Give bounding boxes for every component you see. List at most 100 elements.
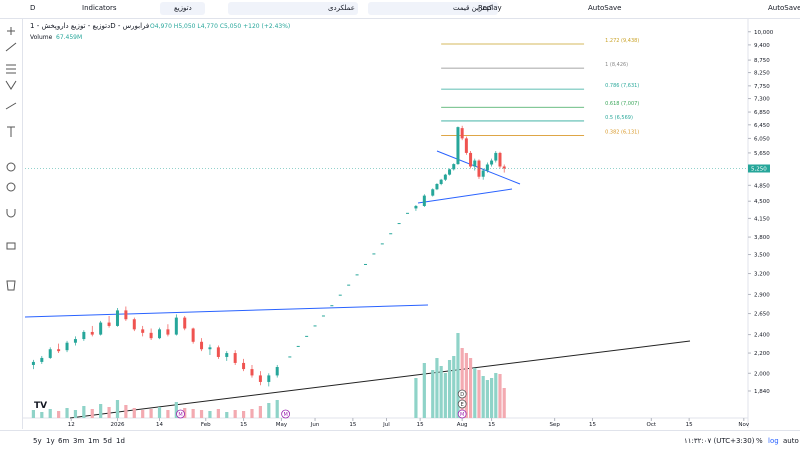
icon[interactable]: [7, 27, 15, 35]
x-tick-label: Jul: [382, 422, 390, 428]
range[interactable]: 1d: [116, 437, 125, 445]
x-tick-label: 15: [417, 422, 424, 428]
candle-body: [158, 329, 162, 339]
candle-body: [216, 347, 220, 357]
y-tick-label: 2,000: [754, 371, 770, 377]
candle-body: [485, 164, 489, 171]
search-text: دتوزیع: [174, 4, 192, 12]
log-toggle[interactable]: log: [768, 437, 779, 445]
volume-bar: [502, 388, 506, 418]
tab-text: کمترین قیمت: [453, 4, 493, 12]
volume-bar: [225, 412, 229, 418]
candle-body: [473, 160, 477, 167]
volume-bar: [481, 376, 485, 418]
volume-bar: [149, 409, 153, 418]
auto-toggle[interactable]: auto: [783, 437, 799, 445]
x-tick-label: Sep: [549, 422, 560, 428]
icon[interactable]: [5, 42, 17, 52]
icon[interactable]: [6, 182, 16, 192]
y-tick-label: 1,840: [754, 389, 770, 395]
x-tick-label: Feb: [201, 422, 211, 428]
triangle-line[interactable]: [417, 188, 513, 204]
x-tick-label: Aug: [457, 422, 468, 428]
icon[interactable]: [6, 64, 16, 74]
volume-bar: [443, 373, 447, 418]
volume-bar: [489, 378, 494, 418]
icon[interactable]: [6, 242, 16, 250]
y-tick-label: 3,500: [754, 253, 770, 259]
event-marker: [457, 389, 467, 399]
candle-body: [174, 317, 178, 335]
tab[interactable]: عملکردی: [228, 2, 358, 15]
icon[interactable]: [6, 209, 16, 218]
candle-body: [494, 152, 498, 161]
range[interactable]: 3m: [73, 437, 85, 445]
candle-body: [82, 331, 86, 340]
event-marker: [457, 399, 467, 409]
icon[interactable]: [6, 162, 16, 172]
candle-body: [166, 329, 170, 335]
trend-line[interactable]: [69, 340, 691, 419]
icon[interactable]: [5, 80, 17, 90]
y-tick-label: 3,800: [754, 235, 770, 241]
trend-line[interactable]: [24, 304, 429, 318]
search-box[interactable]: دتوزیع: [160, 2, 205, 15]
volume-bar: [447, 360, 452, 418]
candle-body: [242, 362, 246, 370]
volume-bar: [468, 358, 473, 418]
volume-bar: [267, 403, 271, 418]
icon[interactable]: [6, 280, 16, 291]
candle-body: [439, 179, 443, 185]
volume-bar: [456, 333, 460, 418]
left-toolbar: [0, 19, 23, 429]
volume-bar: [414, 378, 418, 418]
candle-body: [107, 322, 111, 326]
candle-body: [48, 349, 52, 358]
fib-label: 0.382 (6,131): [605, 130, 639, 136]
percent[interactable]: %: [756, 437, 763, 445]
candle-body: [481, 170, 485, 177]
range[interactable]: 5y: [33, 437, 42, 445]
interval[interactable]: D: [30, 4, 36, 12]
candle-body: [275, 367, 279, 376]
candle-body: [149, 332, 153, 339]
event-label: M: [460, 412, 464, 418]
volume-bar: [124, 405, 128, 418]
event-marker: [281, 409, 291, 419]
volume-bar: [464, 353, 468, 418]
autosave[interactable]: AutoSave: [588, 4, 622, 12]
candle-body: [31, 361, 35, 365]
candle-body: [191, 328, 195, 342]
volume-bar: [422, 363, 426, 418]
autosave[interactable]: AutoSave: [768, 4, 800, 12]
y-tick-label: 2,200: [754, 351, 770, 357]
volume-bar: [90, 409, 94, 418]
candle-body: [448, 169, 452, 175]
icon[interactable]: [7, 126, 15, 137]
volume-bar: [258, 406, 262, 418]
icon[interactable]: [5, 102, 17, 110]
replay[interactable]: Replay: [478, 4, 502, 12]
fib-label: 0.786 (7,631): [605, 83, 639, 89]
volume-bar: [460, 348, 464, 418]
x-tick-label: 14: [156, 422, 163, 428]
y-tick-label: 3,200: [754, 272, 770, 278]
y-tick-label: 4,500: [754, 199, 770, 205]
tab[interactable]: کمترین قیمت: [368, 2, 498, 15]
y-tick-label: 4,850: [754, 183, 770, 189]
candle-body: [490, 160, 494, 165]
range[interactable]: 5d: [103, 437, 112, 445]
volume-bar: [498, 374, 502, 418]
range[interactable]: 1m: [88, 437, 100, 445]
candle-body: [250, 369, 254, 376]
range[interactable]: 1y: [46, 437, 55, 445]
volume-bar: [216, 409, 220, 418]
indicators[interactable]: Indicators: [82, 4, 117, 12]
legend-title: دتوزیع - توزیع داروپخش - 1D - فرابورس: [30, 22, 149, 30]
candle-body: [132, 319, 136, 330]
x-tick-label: Jun: [310, 422, 320, 428]
range[interactable]: 6m: [58, 437, 70, 445]
candle-body: [452, 164, 456, 170]
y-tick-label: 6,050: [754, 136, 770, 142]
candle-body: [460, 128, 464, 139]
